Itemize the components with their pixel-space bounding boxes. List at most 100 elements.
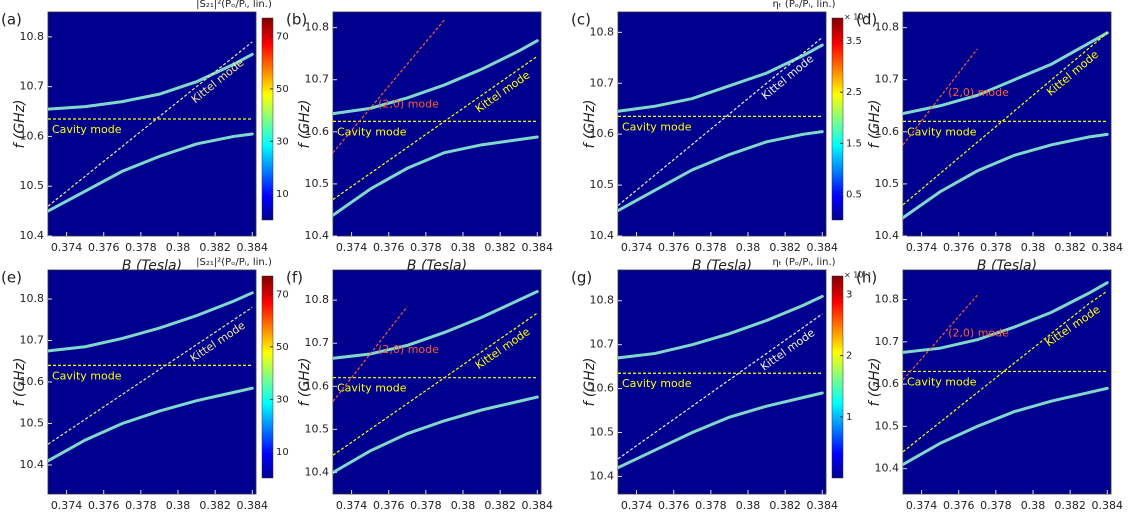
- colorbar: [261, 275, 274, 479]
- plot-background: [617, 269, 827, 495]
- y-axis-label: f (GHz): [297, 357, 313, 406]
- x-tick-label: 0.384: [237, 499, 269, 512]
- colorbar-exponent: × 10⁻³: [844, 271, 871, 280]
- mode-line: [48, 41, 253, 207]
- hybrid-branch: [903, 132, 1109, 220]
- y-tick-label: 10.7: [20, 334, 45, 347]
- colorbar-tick-label: 3.5: [846, 36, 862, 47]
- hybrid-branch: [48, 386, 254, 463]
- colorbar-tick-label: 30: [276, 394, 289, 405]
- x-tick-label: 0.384: [1092, 499, 1124, 512]
- colorbar-tick-label: 1.5: [846, 138, 862, 149]
- y-tick-label: 10.6: [590, 127, 615, 140]
- x-tick-label: 0.382: [1054, 499, 1086, 512]
- panel-label: (a): [1, 11, 22, 29]
- y-tick-label: 10.6: [590, 382, 615, 395]
- hybrid-branch: [618, 43, 824, 113]
- y-tick-label: 10.8: [305, 293, 330, 306]
- y-tick-label: 10.7: [875, 73, 900, 86]
- x-tick-label: 0.38: [1021, 499, 1046, 512]
- panel-label: (d): [856, 11, 877, 29]
- colorbar-tick-label: 70: [276, 289, 289, 300]
- x-tick-label: 0.38: [166, 499, 191, 512]
- x-tick-label: 0.376: [658, 499, 690, 512]
- colorbar-title: ηₜ (Pₒ/Pᵢ, lin.): [772, 0, 835, 10]
- y-tick-label: 10.8: [590, 25, 615, 38]
- x-tick-label: 0.378: [125, 241, 157, 254]
- plot-area: [618, 294, 824, 470]
- mode-label: Cavity mode: [52, 123, 122, 136]
- y-tick-label: 10.4: [20, 229, 45, 242]
- y-tick-label: 10.8: [20, 30, 45, 43]
- x-tick-label: 0.38: [1021, 241, 1046, 254]
- y-axis-label: f (GHz): [297, 99, 313, 148]
- hybrid-branch: [618, 130, 824, 213]
- hybrid-branch: [48, 132, 254, 213]
- x-tick-label: 0.376: [88, 499, 120, 512]
- colorbar-tick-label: 70: [276, 31, 289, 42]
- y-tick-label: 10.7: [305, 73, 330, 86]
- plot-area: [333, 19, 539, 217]
- plot-background: [902, 269, 1112, 495]
- x-tick-label: 0.384: [522, 499, 554, 512]
- mode-label: Cavity mode: [337, 125, 407, 138]
- y-tick-label: 10.7: [590, 76, 615, 89]
- y-tick-label: 10.5: [20, 179, 45, 192]
- hybrid-branch: [48, 52, 254, 111]
- plot-area: [333, 290, 539, 474]
- hybrid-branch: [333, 395, 539, 474]
- mode-line: [618, 313, 823, 460]
- y-tick-label: 10.5: [875, 177, 900, 190]
- x-tick-label: 0.374: [621, 241, 653, 254]
- colorbar-tick-label: 0.5: [846, 189, 862, 200]
- y-tick-label: 10.6: [305, 125, 330, 138]
- y-tick-label: 10.6: [20, 375, 45, 388]
- hybrid-branch: [618, 294, 824, 360]
- colorbar-tick-label: 30: [276, 136, 289, 147]
- x-tick-label: 0.38: [451, 499, 476, 512]
- x-tick-label: 0.384: [807, 499, 839, 512]
- x-tick-label: 0.374: [336, 499, 368, 512]
- x-tick-label: 0.382: [199, 241, 231, 254]
- y-tick-label: 10.5: [590, 178, 615, 191]
- x-tick-label: 0.382: [484, 241, 516, 254]
- plot-area: [903, 281, 1109, 466]
- mode-label: Cavity mode: [622, 377, 692, 390]
- plot-area: [48, 291, 254, 463]
- y-tick-label: 10.4: [305, 465, 330, 478]
- x-tick-label: 0.38: [736, 499, 761, 512]
- plot-background: [332, 11, 542, 237]
- mode-label: Cavity mode: [907, 375, 977, 388]
- x-tick-label: 0.384: [522, 241, 554, 254]
- x-tick-label: 0.384: [237, 241, 269, 254]
- x-tick-label: 0.374: [906, 499, 938, 512]
- colorbar: [831, 275, 844, 479]
- y-tick-label: 10.7: [305, 336, 330, 349]
- mode-line: [903, 32, 1108, 206]
- x-tick-label: 0.378: [980, 241, 1012, 254]
- mode-line: [903, 290, 1108, 453]
- y-tick-label: 10.7: [590, 338, 615, 351]
- panel-label: (c): [571, 11, 591, 29]
- x-tick-label: 0.378: [695, 241, 727, 254]
- colorbar: [261, 17, 274, 221]
- mode-line: [903, 48, 978, 146]
- hybrid-branch: [48, 291, 254, 353]
- plot-background: [617, 11, 827, 237]
- hybrid-branch: [333, 135, 539, 217]
- x-tick-label: 0.376: [373, 499, 405, 512]
- mode-line: [333, 306, 408, 402]
- x-tick-label: 0.376: [658, 241, 690, 254]
- colorbar-tick-label: 50: [276, 342, 289, 353]
- y-tick-label: 10.4: [20, 458, 45, 471]
- y-axis-label: f (GHz): [12, 357, 28, 406]
- x-tick-label: 0.378: [695, 499, 727, 512]
- mode-label: (2,0) mode: [378, 343, 439, 356]
- colorbar-title: |S₂₁|²(Pₒ/Pᵢ, lin.): [196, 257, 272, 268]
- x-tick-label: 0.382: [769, 241, 801, 254]
- y-axis-label: f (GHz): [12, 99, 28, 148]
- x-tick-label: 0.38: [736, 241, 761, 254]
- y-tick-label: 10.8: [20, 292, 45, 305]
- x-tick-label: 0.376: [943, 499, 975, 512]
- mode-line: [333, 19, 445, 154]
